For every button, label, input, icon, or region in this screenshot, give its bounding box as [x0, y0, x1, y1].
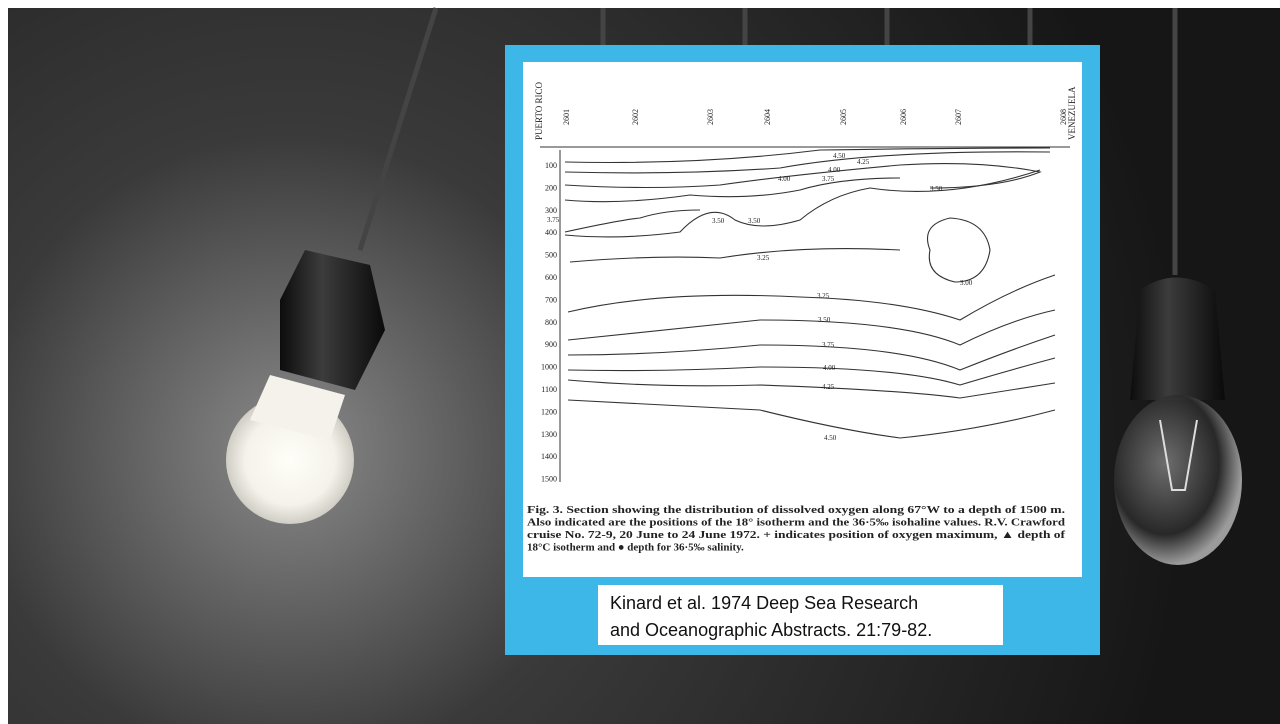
depth-label: 500	[545, 251, 557, 260]
figure-scan	[523, 62, 1082, 577]
caption-line: cruise No. 72-9, 20 June to 24 June 1972…	[527, 529, 1065, 541]
station-label: 2602	[631, 109, 640, 125]
contour-label: 4.00	[823, 364, 836, 372]
depth-label: 1000	[541, 363, 557, 372]
caption-line: Fig. 3. Section showing the distribution…	[527, 504, 1065, 516]
contour-label: 4.50	[833, 152, 846, 160]
contour-label: 3.75	[822, 175, 835, 183]
contour-label: 4.00	[828, 166, 841, 174]
contour-label: 3.50	[712, 217, 725, 225]
depth-label: 1500	[541, 475, 557, 484]
depth-label: 1400	[541, 452, 557, 461]
contour-label: 4.50	[824, 434, 837, 442]
depth-label: 1300	[541, 430, 557, 439]
contour-label: 3.75	[547, 216, 560, 224]
station-label: 2604	[763, 109, 772, 125]
depth-label: 100	[545, 161, 557, 170]
depth-label: 1200	[541, 407, 557, 416]
contour-label: 3.25	[817, 292, 830, 300]
contour-label: 4.25	[822, 383, 835, 391]
station-label: 2601	[562, 109, 571, 125]
contour-label: 3.50	[930, 185, 943, 193]
depth-label: 700	[545, 295, 557, 304]
caption-line: Also indicated are the positions of the …	[527, 517, 1065, 529]
citation-line: Kinard et al. 1974 Deep Sea Research	[610, 593, 918, 613]
depth-label: 900	[545, 340, 557, 349]
station-label: 2606	[899, 109, 908, 125]
caption-line: 18°C isotherm and ● depth for 36·5‰ sali…	[527, 542, 744, 554]
citation-line: and Oceanographic Abstracts. 21:79-82.	[610, 620, 932, 640]
station-label: 2608	[1059, 109, 1068, 125]
station-label: 2603	[706, 109, 715, 125]
slide: PUERTO RICO VENEZUELA 2601 2602 2603 2604 26…	[0, 0, 1280, 724]
contour-label: 4.00	[778, 175, 791, 183]
contour-label: 3.25	[757, 254, 770, 262]
contour-label: 3.00	[960, 279, 973, 287]
left-label: PUERTO RICO	[534, 81, 544, 140]
depth-label: 800	[545, 318, 557, 327]
contour-label: 3.50	[818, 316, 831, 324]
contour-label: 3.50	[748, 217, 761, 225]
station-label: 2607	[954, 109, 963, 125]
depth-label: 1100	[541, 385, 557, 394]
depth-label: 400	[545, 228, 557, 237]
depth-label: 600	[545, 273, 557, 282]
contour-label: 3.75	[822, 341, 835, 349]
station-label: 2605	[839, 109, 848, 125]
depth-label: 300	[545, 206, 557, 215]
depth-label: 200	[545, 183, 557, 192]
right-label: VENEZUELA	[1067, 86, 1077, 140]
contour-label: 4.25	[857, 158, 870, 166]
